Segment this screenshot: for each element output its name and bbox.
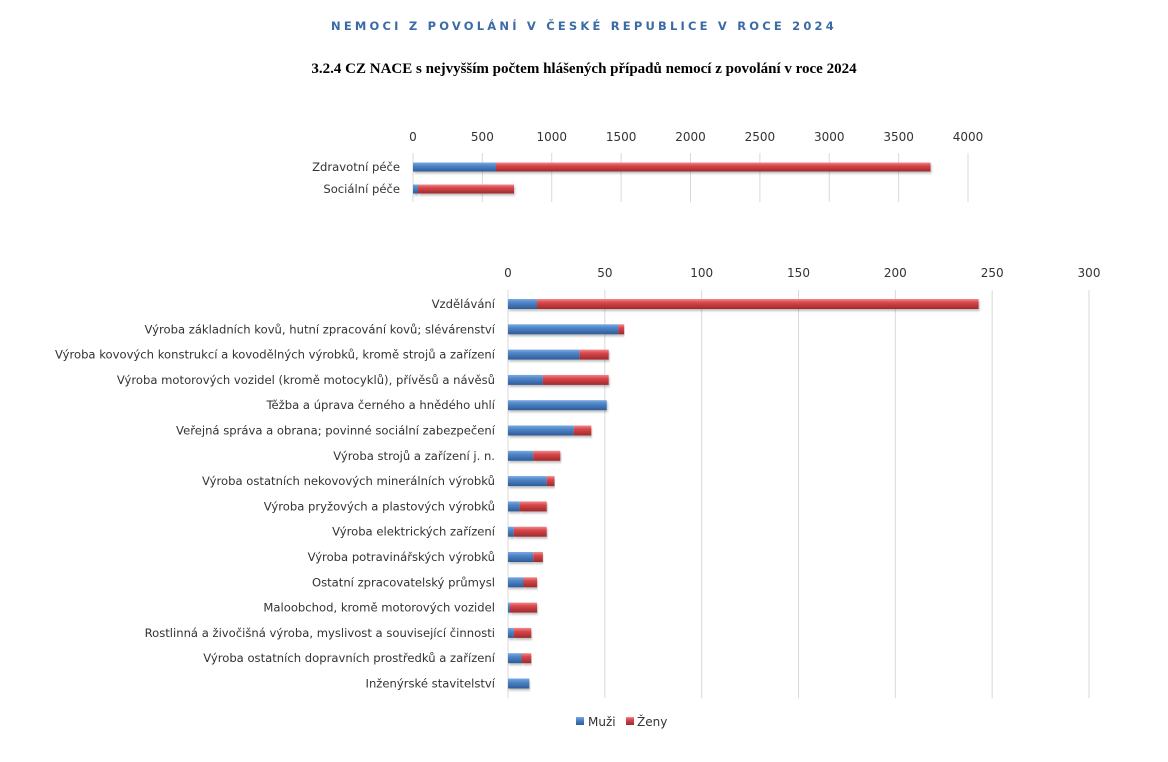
category-label: Výroba strojů a zařízení j. n. [333,449,495,463]
bar-women [513,526,547,537]
bar-men [413,184,418,194]
bar-women [542,374,609,385]
category-label: Rostlinná a živočišná výroba, myslivost … [145,626,495,640]
bar-men [508,324,619,335]
x-tick-label: 0 [409,130,417,144]
bar-women [521,653,532,664]
bar-men [508,577,524,588]
bar-women [618,324,625,335]
x-tick-label: 200 [884,266,907,280]
category-label: Ostatní zpracovatelský průmysl [312,575,495,589]
category-label: Výroba motorových vozidel (kromě motocyk… [117,373,495,387]
bar-women [533,552,543,562]
bar-men [508,552,534,562]
bar-women [537,299,979,309]
chart-title: 3.2.4 CZ NACE s nejvyšším počtem hlášený… [311,61,857,77]
bar-men [508,501,520,512]
bar-men [508,602,510,613]
legend-swatch-men [576,717,584,725]
x-tick-label: 250 [981,266,1004,280]
category-label: Výroba kovových konstrukcí a kovodělných… [55,348,496,362]
x-tick-label: 0 [504,266,512,280]
category-label: Výroba elektrických zařízení [332,525,496,539]
category-label: Těžba a úprava černého a hnědého uhlí [265,398,495,412]
bar-men [508,678,530,689]
bar-women [573,425,592,436]
x-tick-label: 3000 [814,130,845,144]
x-tick-label: 100 [690,266,713,280]
legend-label-women: Ženy [637,714,667,729]
bar-women [495,162,931,172]
bar-women [513,627,532,638]
bar-women [533,450,561,461]
x-tick-label: 300 [1078,266,1101,280]
bar-men [508,476,547,487]
x-tick-label: 2500 [745,130,776,144]
bar-men [413,162,496,172]
bar-men [508,425,574,436]
chart-bottom-panel: 0 50 100 150 200 250 300 Vzdělávání Výroba zákla… [55,266,1101,699]
bar-women [417,184,515,194]
x-tick-label: 1500 [606,130,637,144]
x-tick-label: 1000 [536,130,567,144]
bar-men [508,653,522,664]
bar-women [509,602,538,613]
category-label: Výroba ostatních nekovových minerálních … [202,474,495,488]
bar-men [508,526,514,537]
category-label: Inženýrské stavitelství [366,677,496,691]
x-tick-label: 3500 [883,130,914,144]
legend-swatch-women [626,717,634,725]
legend: Muži Ženy [576,714,667,729]
bar-women [519,501,547,512]
x-tick-label: 500 [471,130,494,144]
category-label: Výroba potravinářských výrobků [308,550,495,564]
category-label: Veřejná správa a obrana; povinné sociáln… [176,424,496,438]
bar-women [546,476,555,487]
x-tick-label: 4000 [953,130,984,144]
category-label: Výroba základních kovů, hutní zpracování… [145,322,496,336]
category-label: Výroba ostatních dopravních prostředků a… [203,651,496,665]
category-label: Výroba pryžových a plastových výrobků [264,499,495,513]
x-tick-label: 2000 [675,130,706,144]
chart-top-panel: 0 500 1000 1500 2000 2500 3000 3500 4000 Zdravotn… [312,130,983,202]
bar-men [508,400,607,411]
bar-men [508,299,538,309]
bar-women [523,577,538,588]
category-label: Sociální péče [323,182,400,196]
x-tick-label: 150 [787,266,810,280]
x-tick-label: 50 [597,266,612,280]
report-suptitle: NEMOCI Z POVOLÁNÍ V ČESKÉ REPUBLICE V RO… [331,19,837,33]
category-label: Zdravotní péče [312,160,400,174]
category-label: Maloobchod, kromě motorových vozidel [263,601,495,615]
bar-men [508,627,514,638]
bar-men [508,374,543,385]
bar-men [508,349,580,360]
bar-women [579,349,609,360]
bar-men [508,450,534,461]
legend-label-men: Muži [588,715,616,729]
category-label: Vzdělávání [432,297,496,311]
